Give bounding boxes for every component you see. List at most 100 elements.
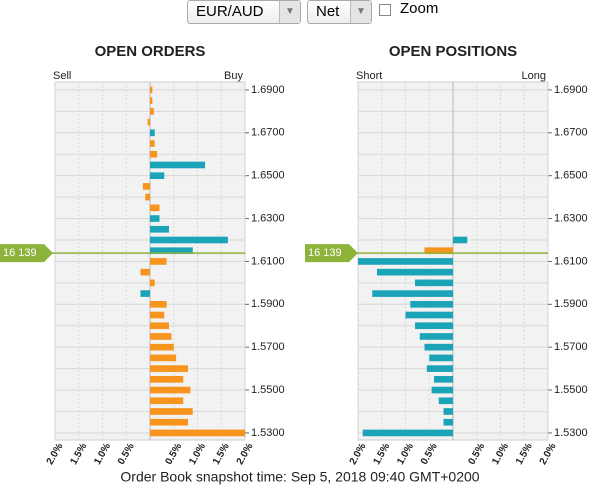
bar	[415, 279, 453, 287]
y-tick-label: 1.5700	[554, 341, 588, 353]
price-label: 16 139	[308, 247, 342, 259]
y-tick-label: 1.6300	[251, 212, 285, 224]
bar	[372, 290, 453, 297]
bar	[150, 429, 245, 437]
dropdown-arrow: ▼	[350, 1, 371, 23]
x-tick-label: 0.5%	[163, 441, 184, 466]
bar	[150, 215, 160, 222]
y-tick-label: 1.5500	[251, 384, 285, 396]
bar	[150, 204, 160, 212]
side-label: Sell	[53, 70, 71, 82]
y-tick-label: 1.6500	[251, 170, 285, 182]
x-tick-label: 1.5%	[514, 441, 535, 466]
bar	[150, 300, 167, 308]
footer: Order Book snapshot time: Sep 5, 2018 09…	[120, 469, 479, 485]
x-tick-label: 1.0%	[92, 441, 113, 466]
bar	[150, 172, 165, 180]
price-label: 16 139	[3, 247, 37, 259]
y-tick-label: 1.6500	[554, 170, 588, 182]
bar	[424, 247, 453, 255]
x-tick-label: 1.0%	[490, 441, 511, 466]
bar	[150, 418, 188, 426]
bar	[150, 343, 174, 351]
bar	[150, 333, 172, 340]
bar	[150, 86, 153, 94]
y-tick-label: 1.5300	[554, 427, 588, 439]
bar	[362, 429, 453, 437]
y-tick-label: 1.6900	[251, 84, 285, 96]
zoom-checkbox[interactable]	[379, 4, 391, 16]
bar	[150, 129, 155, 137]
y-tick-label: 1.6300	[554, 212, 588, 224]
bar	[410, 300, 453, 308]
bar	[140, 290, 150, 297]
zoom-label[interactable]: Zoom	[400, 0, 439, 17]
y-tick-label: 1.5900	[554, 298, 588, 310]
x-tick-label: 2.0%	[538, 441, 559, 466]
side-label: Long	[522, 70, 546, 82]
bar	[377, 268, 453, 276]
panel-title: OPEN ORDERS	[95, 43, 206, 60]
y-tick-label: 1.6100	[251, 255, 285, 267]
x-tick-label: 1.0%	[395, 441, 416, 466]
bar	[150, 161, 206, 169]
pair-select[interactable]: EUR/AUD ▼	[187, 0, 301, 24]
bar	[150, 108, 154, 115]
x-tick-label: 2.0%	[348, 441, 369, 466]
y-tick-label: 1.5300	[251, 427, 285, 439]
dropdown-arrow: ▼	[279, 1, 300, 23]
y-tick-label: 1.6100	[554, 255, 588, 267]
y-tick-label: 1.5500	[554, 384, 588, 396]
bar	[453, 236, 468, 244]
bar	[150, 97, 153, 104]
bar	[150, 225, 169, 233]
bar	[150, 365, 188, 372]
bar	[438, 397, 453, 405]
bar	[150, 258, 167, 265]
x-tick-label: 2.0%	[235, 441, 256, 466]
bar	[150, 150, 158, 158]
x-tick-label: 1.5%	[371, 441, 392, 466]
bar	[431, 386, 453, 394]
x-tick-label: 0.5%	[116, 441, 137, 466]
bar	[426, 365, 453, 372]
bar	[150, 236, 228, 244]
bar	[358, 258, 453, 265]
bar	[150, 354, 177, 362]
bar	[405, 311, 453, 319]
y-tick-label: 1.5700	[251, 341, 285, 353]
x-tick-label: 1.0%	[187, 441, 208, 466]
bar	[443, 408, 453, 415]
x-tick-label: 0.5%	[419, 441, 440, 466]
bar	[150, 322, 169, 330]
mode-select[interactable]: Net ▼	[307, 0, 372, 24]
bar	[150, 376, 184, 383]
bar	[147, 118, 150, 126]
y-tick-label: 1.5900	[251, 298, 285, 310]
pair-text: EUR/AUD	[196, 3, 264, 20]
y-tick-label: 1.6700	[554, 127, 588, 139]
bar	[443, 418, 453, 426]
bar	[150, 247, 193, 255]
bar	[142, 183, 150, 190]
bar	[150, 279, 155, 287]
panel-title: OPEN POSITIONS	[389, 43, 517, 60]
side-label: Short	[356, 70, 382, 82]
x-tick-label: 2.0%	[45, 441, 66, 466]
bar	[150, 311, 165, 319]
bar	[424, 343, 453, 351]
bar	[429, 354, 453, 362]
side-label: Buy	[224, 70, 243, 82]
bar	[419, 333, 453, 340]
bar	[150, 408, 193, 415]
bar	[150, 386, 191, 394]
x-tick-label: 1.5%	[211, 441, 232, 466]
bar	[434, 376, 453, 383]
bar	[415, 322, 453, 330]
bar	[150, 140, 155, 147]
mode-text: Net	[316, 3, 340, 20]
bar	[150, 397, 184, 405]
price-flag	[0, 244, 53, 263]
